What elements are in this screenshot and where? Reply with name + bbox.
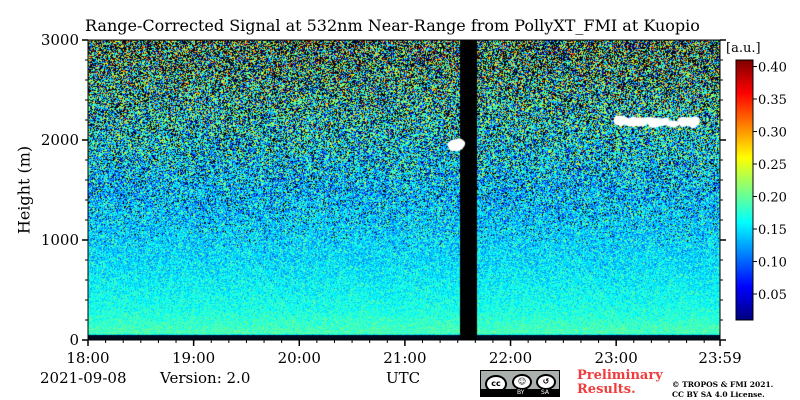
x-tick-label: 20:00 [278,349,321,367]
copyright-notice: © TROPOS & FMI 2021. CC BY SA 4.0 Licens… [672,380,773,400]
colorbar [736,60,753,320]
colorbar-tick-label: 0.30 [758,126,787,141]
colorbar-frame [735,59,754,321]
footer-timezone: UTC [386,369,421,387]
preliminary-notice: Preliminary Results. [577,369,663,397]
footer-date: 2021-09-08 [40,369,127,387]
cc-license-badge: cc ☺ ↺ BY SA [480,370,560,397]
x-tick-label: 19:00 [172,349,215,367]
preliminary-line-1: Preliminary [577,368,663,383]
y-tick-label: 0 [69,331,79,349]
y-tick-label: 2000 [41,131,79,149]
colorbar-tick-label: 0.10 [758,256,787,271]
colorbar-tick-label: 0.05 [758,288,787,303]
colorbar-axis: 0.05 0.10 0.15 0.20 0.25 0.30 0.35 0.40 [753,61,787,303]
sa-icon: ↺ [536,374,556,390]
colorbar-unit-label: [a.u.] [726,41,761,56]
colorbar-tick-label: 0.20 [758,191,787,206]
plot-frame [87,39,721,341]
x-tick-label: 23:00 [595,349,638,367]
x-tick-label: 22:00 [489,349,532,367]
by-icon: ☺ [512,374,532,390]
y-tick-label: 1000 [41,231,79,249]
colorbar-tick-label: 0.40 [758,61,787,76]
colorbar-tick-label: 0.25 [758,158,787,173]
x-tick-label: 18:00 [66,349,109,367]
sa-label: SA [541,389,550,396]
colorbar-tick-label: 0.35 [758,93,787,108]
x-axis: 18:00 19:00 20:00 21:00 22:00 23:00 23:59 [66,340,742,367]
by-label: BY [517,389,525,396]
colorbar-tick-label: 0.15 [758,223,787,238]
signal-heatmap [88,40,720,340]
copyright-line-2: CC BY SA 4.0 License. [672,390,765,399]
x-tick-label: 23:59 [698,349,741,367]
copyright-line-1: © TROPOS & FMI 2021. [672,380,774,389]
x-tick-label: 21:00 [383,349,426,367]
y-tick-label: 3000 [41,31,79,49]
footer-version: Version: 2.0 [160,369,251,387]
y-axis: 0 1000 2000 3000 [41,31,726,349]
chart-title: Range-Corrected Signal at 532nm Near-Ran… [85,16,700,35]
preliminary-line-2: Results. [577,382,636,397]
